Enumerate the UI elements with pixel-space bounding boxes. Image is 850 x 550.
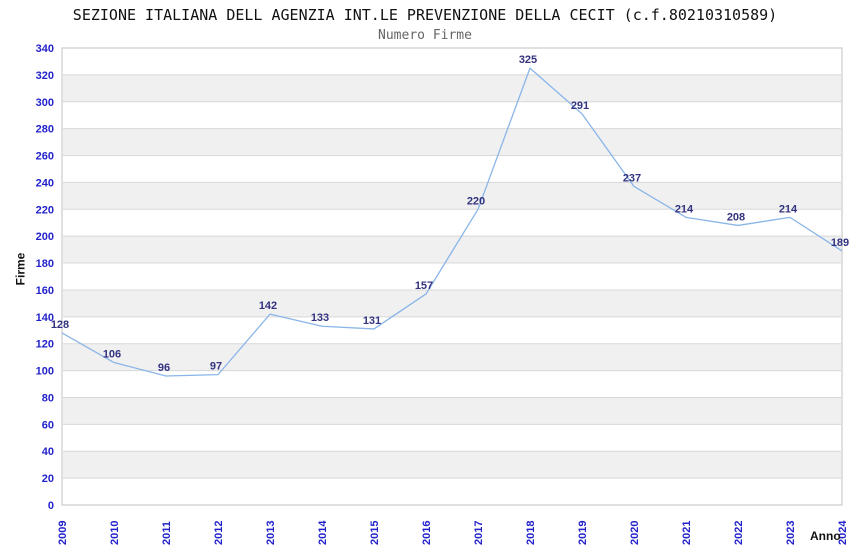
y-tick-label: 340 (36, 43, 54, 55)
data-label: 208 (727, 211, 745, 223)
y-tick-label: 100 (36, 366, 54, 378)
y-tick-label: 160 (36, 285, 54, 297)
y-tick-label: 60 (42, 419, 54, 431)
grid-band (63, 182, 841, 210)
chart-subtitle: Numero Firme (378, 28, 472, 43)
x-tick-label: 2011 (161, 521, 173, 545)
data-label: 142 (259, 300, 277, 312)
x-tick-label: 2013 (265, 521, 277, 545)
grid-band (63, 343, 841, 371)
data-label: 220 (467, 195, 485, 207)
data-label: 291 (571, 100, 589, 112)
data-label: 325 (519, 54, 537, 66)
grid-band (63, 128, 841, 156)
data-label: 106 (103, 349, 121, 361)
x-tick-label: 2019 (577, 521, 589, 545)
data-label: 214 (675, 203, 694, 215)
y-tick-label: 40 (42, 446, 54, 458)
x-tick-label: 2017 (473, 521, 485, 545)
y-tick-label: 180 (36, 258, 54, 270)
plot-frame (61, 47, 843, 506)
y-tick-label: 80 (42, 392, 54, 404)
x-tick-label: 2023 (785, 521, 797, 545)
x-axis-title: Anno (810, 529, 841, 543)
series-line (61, 67, 843, 377)
data-label: 131 (363, 315, 381, 327)
x-tick-label: 2022 (733, 521, 745, 545)
x-tick-label: 2021 (681, 521, 693, 545)
data-label: 237 (623, 172, 641, 184)
y-tick-label: 260 (36, 151, 54, 163)
y-tick-label: 300 (36, 97, 54, 109)
x-tick-label: 2016 (421, 521, 433, 545)
x-tick-label: 2010 (109, 521, 121, 545)
y-tick-label: 220 (36, 204, 54, 216)
data-label: 189 (831, 237, 849, 249)
y-axis-title: Firme (13, 252, 28, 286)
x-tick-label: 2012 (213, 521, 225, 545)
grid-band (63, 74, 841, 102)
data-label: 96 (158, 362, 170, 374)
data-label: 97 (210, 361, 222, 373)
grid-band (63, 451, 841, 479)
data-label: 157 (415, 280, 433, 292)
y-tick-label: 280 (36, 124, 54, 136)
x-tick-label: 2020 (629, 521, 641, 545)
chart-title: SEZIONE ITALIANA DELL AGENZIA INT.LE PRE… (72, 6, 778, 24)
y-tick-label: 140 (36, 312, 54, 324)
y-tick-label: 120 (36, 339, 54, 351)
x-tick-label: 2009 (57, 521, 69, 545)
grid-band (63, 289, 841, 317)
y-tick-label: 200 (36, 231, 54, 243)
data-label: 214 (779, 203, 798, 215)
y-tick-label: 0 (48, 500, 54, 512)
y-tick-label: 20 (42, 473, 54, 485)
data-label: 133 (311, 312, 329, 324)
grid-band (63, 236, 841, 264)
x-tick-label: 2015 (369, 521, 381, 545)
y-tick-label: 240 (36, 177, 54, 189)
x-tick-label: 2024 (837, 520, 849, 545)
data-label: 128 (51, 319, 69, 331)
y-tick-label: 320 (36, 70, 54, 82)
x-tick-label: 2014 (317, 520, 329, 545)
grid-band (63, 397, 841, 425)
x-tick-label: 2018 (525, 521, 537, 545)
